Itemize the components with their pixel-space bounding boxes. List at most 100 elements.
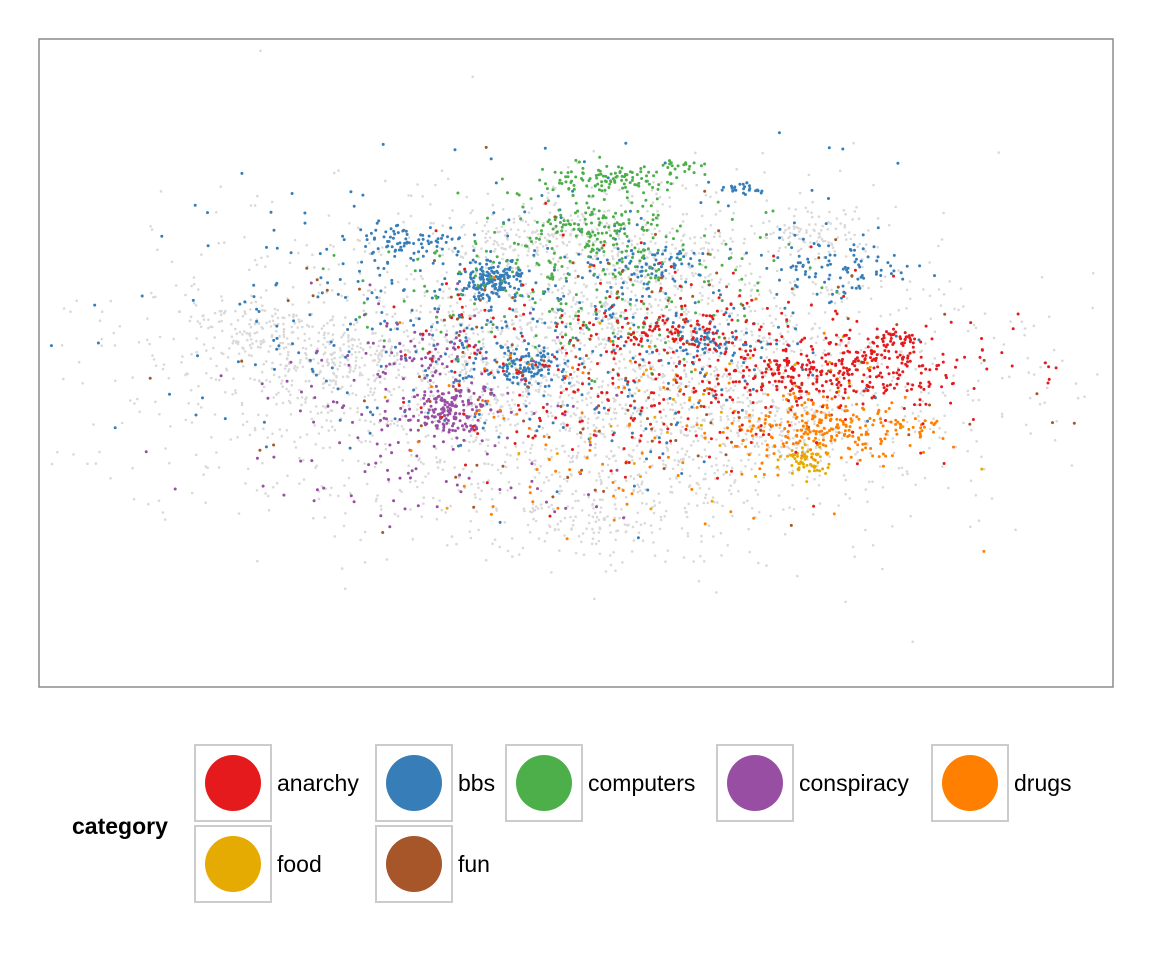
point-computers [603,225,607,229]
point-background [197,288,200,291]
point-background [858,332,861,336]
point-computers [622,182,626,186]
point-bbs [493,286,497,290]
point-background [570,328,573,331]
point-background [148,342,151,346]
point-background [326,358,329,361]
point-background [255,331,259,334]
point-background [305,433,309,436]
point-background [782,342,785,346]
point-bbs [848,247,852,251]
point-background [372,374,375,377]
point-bbs [440,236,443,240]
point-computers [635,173,639,177]
point-bbs [498,276,502,280]
point-bbs [472,367,476,371]
point-background [479,309,483,312]
point-background [700,455,703,459]
point-bbs [421,237,425,241]
point-bbs [693,327,697,331]
point-background [595,227,599,231]
point-background [920,390,923,394]
point-bbs [543,321,547,325]
point-background [620,277,623,280]
point-bbs [845,268,848,272]
point-background [635,330,639,334]
point-bbs [547,372,551,375]
point-background [692,560,695,563]
point-bbs [732,306,736,310]
point-background [469,536,473,540]
point-background [528,458,531,462]
point-background [664,463,668,467]
point-bbs [842,290,846,294]
point-background [582,294,585,298]
point-background [702,259,706,263]
point-bbs [618,258,621,262]
point-background [566,410,569,414]
point-computers [585,232,589,236]
point-background [217,241,220,245]
point-background [548,211,552,214]
point-background [525,390,528,393]
point-bbs [631,356,635,360]
point-bbs [556,296,560,300]
point-background [532,517,535,521]
point-bbs [523,382,527,386]
point-background [634,294,637,297]
point-bbs [661,452,665,456]
point-computers [600,189,604,193]
point-background [791,291,794,295]
point-background [827,220,830,224]
point-background [728,473,732,477]
point-bbs [524,404,528,408]
point-background [288,261,292,265]
point-background [864,528,867,532]
point-background [565,253,568,256]
point-background [522,507,526,511]
point-background [814,445,818,449]
point-bbs [828,253,832,257]
point-background [198,322,202,325]
point-background [492,373,495,377]
point-background [322,446,325,450]
point-background [861,284,865,288]
point-background [812,513,815,516]
point-bbs [113,426,117,430]
point-background [685,434,688,438]
point-bbs [527,342,530,346]
point-bbs [349,322,352,326]
point-background [593,254,597,258]
point-background [828,389,832,392]
point-background [590,302,593,306]
point-bbs [697,341,701,345]
point-bbs [563,255,567,259]
point-background [631,411,635,415]
point-bbs [650,272,654,276]
point-bbs [489,157,493,161]
point-background [581,399,584,402]
point-bbs [531,297,535,301]
point-background [711,351,715,355]
point-background [671,408,675,412]
point-background [133,402,136,405]
point-background [275,393,278,396]
point-computers [654,216,658,220]
point-background [972,323,976,327]
point-computers [488,276,492,280]
point-background [817,215,821,218]
point-background [481,330,485,334]
point-background [644,399,648,403]
point-background [509,244,512,248]
point-background [562,444,565,448]
point-background [225,367,228,371]
point-background [657,492,660,496]
point-computers [421,347,425,351]
point-background [659,515,663,519]
point-background [613,246,616,250]
point-bbs [743,379,747,383]
point-background [594,453,598,457]
point-background [195,337,198,340]
point-background [676,268,680,272]
point-computers [638,259,642,263]
